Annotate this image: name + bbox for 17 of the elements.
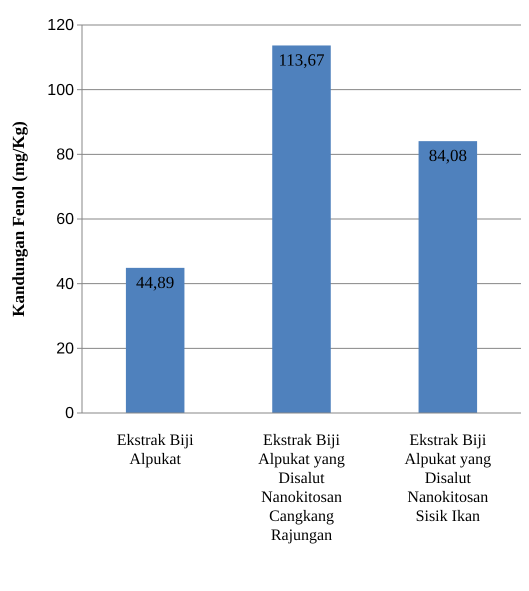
data-label: 44,89 — [136, 272, 174, 292]
data-label: 84,08 — [428, 146, 467, 166]
bar — [126, 268, 184, 413]
y-tick-label: 80 — [56, 146, 74, 164]
data-label: 113,67 — [278, 50, 326, 70]
y-axis-title: Kandungan Fenol (mg/Kg) — [9, 121, 28, 317]
x-tick-label: Ekstrak Biji Alpukat yang Disalut Nanokitosan Cangkang Rajungan — [258, 432, 345, 544]
y-tick-label: 20 — [56, 340, 74, 358]
bar — [418, 141, 478, 413]
y-tick-label: 0 — [65, 405, 74, 422]
y-tick-label: 40 — [56, 276, 74, 293]
y-tick-label: 60 — [56, 211, 74, 228]
x-tick-label: Ekstrak Biji Alpukat — [116, 432, 194, 468]
bar — [272, 45, 331, 413]
y-tick-label: 120 — [47, 17, 74, 34]
y-tick-label: 100 — [47, 82, 74, 99]
x-tick-label: Ekstrak Biji Alpukat yang Disalut Nanokitosan Sisik Ikan — [404, 432, 492, 525]
